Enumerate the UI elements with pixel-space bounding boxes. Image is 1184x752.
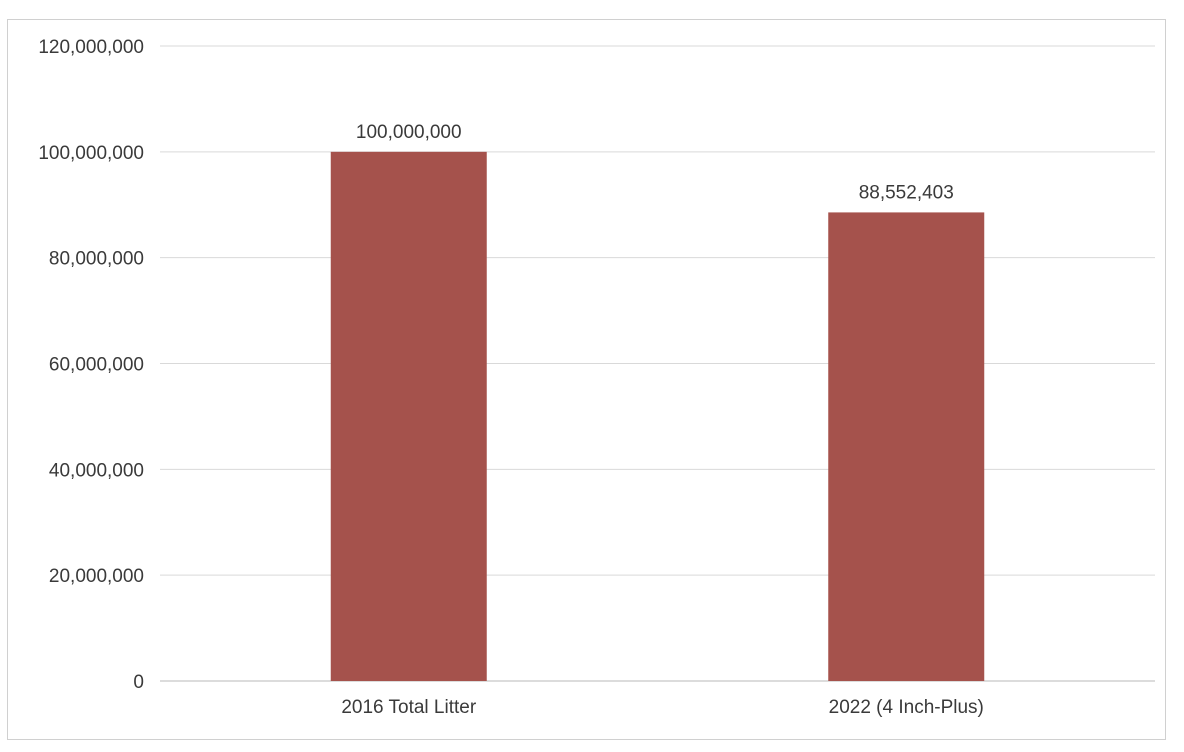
bar [828,212,985,681]
bars [330,151,985,682]
bar-data-label: 100,000,000 [356,122,462,143]
x-category-label: 2022 (4 Inch-Plus) [829,697,984,718]
y-tick-label: 120,000,000 [38,37,144,58]
y-tick-label: 100,000,000 [38,143,144,164]
y-tick-label: 20,000,000 [49,566,144,587]
y-tick-label: 80,000,000 [49,249,144,270]
gridlines [160,45,1155,682]
labels: 0 20,000,000 40,000,000 60,000,000 80,000,00… [38,37,984,718]
bar-data-label: 88,552,403 [859,182,954,203]
y-tick-label: 40,000,000 [49,460,144,481]
y-tick-label: 60,000,000 [49,355,144,376]
x-category-label: 2016 Total Litter [341,697,477,718]
y-tick-label: 0 [133,672,144,693]
bar [330,151,487,682]
